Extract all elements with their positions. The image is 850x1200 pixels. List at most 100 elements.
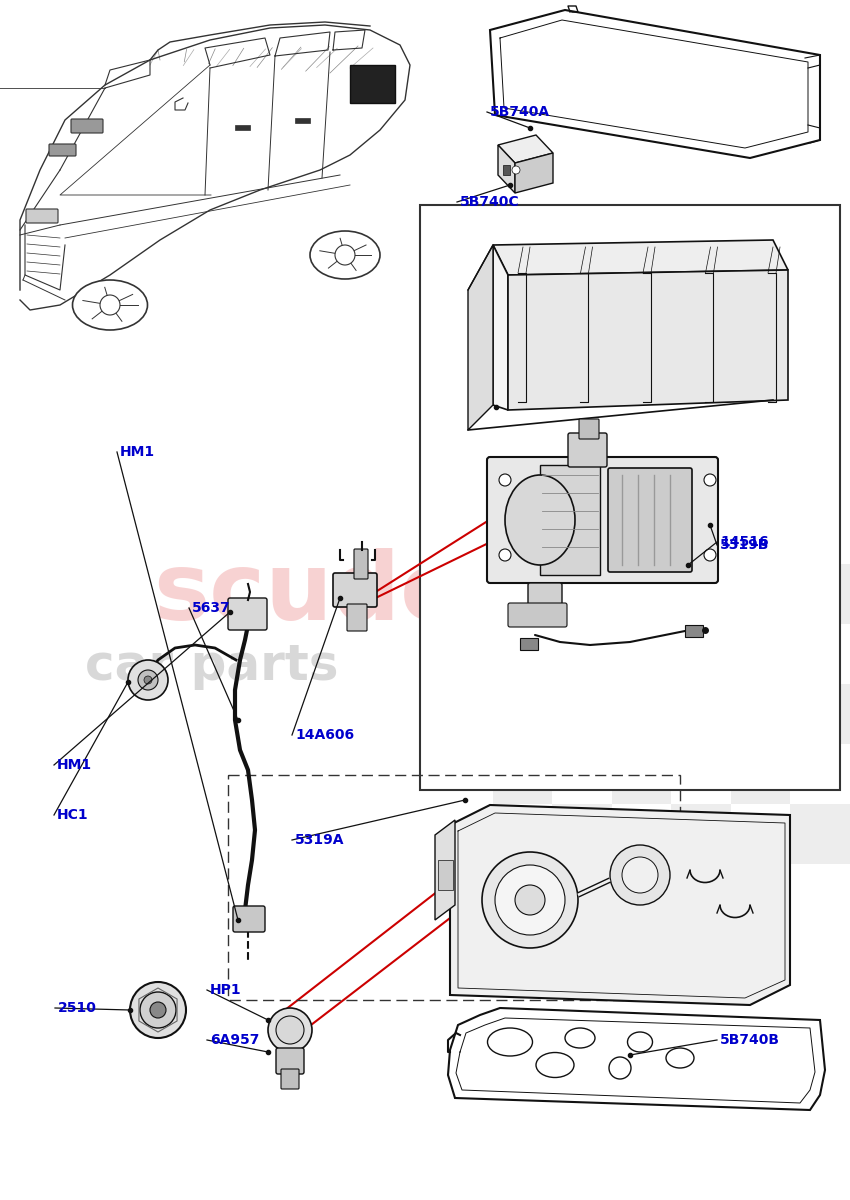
FancyBboxPatch shape xyxy=(568,433,607,467)
Circle shape xyxy=(130,982,186,1038)
Bar xyxy=(790,744,850,804)
Circle shape xyxy=(138,670,158,690)
Bar xyxy=(420,205,840,790)
Text: 5B740A: 5B740A xyxy=(490,104,550,119)
Text: HM1: HM1 xyxy=(57,758,92,772)
Bar xyxy=(612,804,672,864)
Bar xyxy=(672,804,731,864)
Circle shape xyxy=(128,660,168,700)
Circle shape xyxy=(335,245,355,265)
Polygon shape xyxy=(515,152,553,193)
Text: car parts: car parts xyxy=(85,642,338,690)
Text: HM1: HM1 xyxy=(120,445,155,458)
Polygon shape xyxy=(435,820,455,920)
FancyBboxPatch shape xyxy=(228,598,267,630)
Circle shape xyxy=(268,1008,312,1052)
Circle shape xyxy=(499,474,511,486)
Bar xyxy=(790,504,850,564)
Bar xyxy=(672,744,731,804)
Text: 5B740B: 5B740B xyxy=(720,1033,780,1046)
Text: 5637: 5637 xyxy=(192,601,230,614)
Bar xyxy=(503,164,510,175)
Text: 5319B: 5319B xyxy=(720,538,769,552)
Bar xyxy=(790,624,850,684)
Bar xyxy=(612,504,672,564)
FancyBboxPatch shape xyxy=(528,583,562,622)
Circle shape xyxy=(512,166,520,174)
Circle shape xyxy=(704,550,716,560)
Circle shape xyxy=(140,992,176,1028)
Bar xyxy=(612,684,672,744)
Bar xyxy=(731,744,790,804)
Bar xyxy=(731,504,790,564)
Bar xyxy=(493,564,552,624)
Ellipse shape xyxy=(609,1057,631,1079)
Text: scuderia: scuderia xyxy=(153,548,607,640)
Circle shape xyxy=(610,845,670,905)
Bar xyxy=(612,744,672,804)
Circle shape xyxy=(515,886,545,914)
Circle shape xyxy=(499,550,511,560)
Text: 14516: 14516 xyxy=(720,535,768,550)
Bar xyxy=(493,804,552,864)
Ellipse shape xyxy=(72,280,148,330)
Text: 14A606: 14A606 xyxy=(295,728,354,742)
Text: 5319A: 5319A xyxy=(295,833,344,847)
Bar xyxy=(612,564,672,624)
Circle shape xyxy=(622,857,658,893)
Polygon shape xyxy=(450,805,790,1006)
Polygon shape xyxy=(493,240,788,275)
Bar xyxy=(672,504,731,564)
FancyBboxPatch shape xyxy=(276,1048,304,1074)
Bar xyxy=(672,624,731,684)
Bar xyxy=(493,504,552,564)
Polygon shape xyxy=(468,245,493,430)
FancyBboxPatch shape xyxy=(26,209,58,223)
Bar xyxy=(790,804,850,864)
Polygon shape xyxy=(490,10,820,158)
Text: HP1: HP1 xyxy=(210,983,241,997)
Text: 2510: 2510 xyxy=(58,1001,97,1015)
FancyBboxPatch shape xyxy=(487,457,718,583)
FancyBboxPatch shape xyxy=(49,144,76,156)
Text: HC1: HC1 xyxy=(57,808,88,822)
Ellipse shape xyxy=(310,230,380,278)
FancyBboxPatch shape xyxy=(608,468,692,572)
FancyBboxPatch shape xyxy=(281,1069,299,1090)
Bar xyxy=(540,464,600,575)
Bar xyxy=(612,624,672,684)
Bar xyxy=(731,564,790,624)
Bar xyxy=(493,684,552,744)
Bar xyxy=(552,564,612,624)
Bar xyxy=(552,744,612,804)
Bar xyxy=(731,804,790,864)
Bar xyxy=(731,684,790,744)
Circle shape xyxy=(100,295,120,314)
FancyBboxPatch shape xyxy=(354,550,368,578)
Bar xyxy=(493,744,552,804)
FancyBboxPatch shape xyxy=(508,602,567,626)
Polygon shape xyxy=(498,145,515,193)
Bar xyxy=(672,564,731,624)
Bar xyxy=(552,804,612,864)
Polygon shape xyxy=(508,270,788,410)
Text: 5B740C: 5B740C xyxy=(460,194,519,209)
Ellipse shape xyxy=(536,1052,574,1078)
Polygon shape xyxy=(498,134,553,163)
Bar xyxy=(552,684,612,744)
Circle shape xyxy=(495,865,565,935)
Ellipse shape xyxy=(666,1048,694,1068)
Bar xyxy=(731,624,790,684)
Circle shape xyxy=(704,474,716,486)
Polygon shape xyxy=(493,245,508,410)
Text: 6A957: 6A957 xyxy=(210,1033,259,1046)
Bar xyxy=(790,684,850,744)
FancyBboxPatch shape xyxy=(71,119,103,133)
FancyBboxPatch shape xyxy=(333,572,377,607)
Circle shape xyxy=(276,1016,304,1044)
FancyBboxPatch shape xyxy=(579,419,599,439)
Ellipse shape xyxy=(627,1032,653,1052)
Bar xyxy=(228,775,680,1000)
Ellipse shape xyxy=(565,1028,595,1048)
Bar xyxy=(672,684,731,744)
